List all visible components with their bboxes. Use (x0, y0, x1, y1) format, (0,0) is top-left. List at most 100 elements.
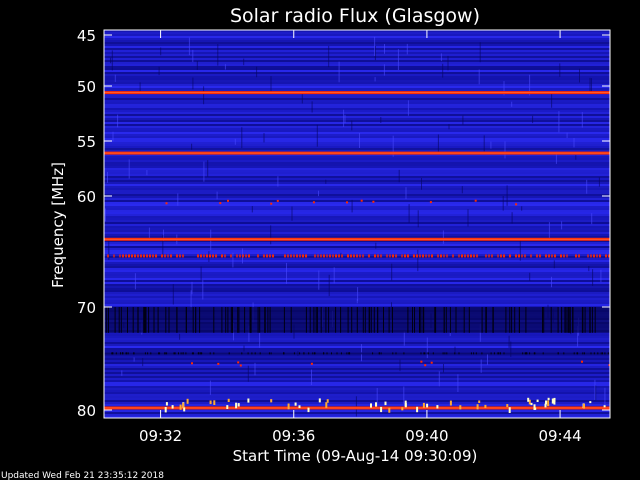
heatmap-streak (133, 357, 135, 362)
heatmap-dark-streak (168, 307, 170, 333)
heatmap-row (104, 172, 610, 174)
heatmap-burst (171, 405, 174, 409)
heatmap-burst (179, 404, 182, 410)
heatmap-row (104, 140, 610, 142)
heatmap-burst (183, 407, 186, 412)
heatmap-streak (357, 287, 359, 301)
heatmap-dark-streak (364, 307, 366, 333)
heatmap-speck (515, 203, 518, 206)
heatmap-streak (114, 74, 116, 82)
heatmap-row (104, 118, 610, 120)
heatmap-band-speck (317, 254, 319, 258)
heatmap-streak (406, 43, 408, 55)
heatmap-dark-streak (529, 352, 531, 355)
heatmap-row (104, 388, 610, 390)
heatmap-dark-streak (238, 307, 240, 333)
heatmap-streak (188, 37, 190, 56)
heatmap-burst (589, 401, 592, 404)
heatmap-dark-streak (227, 307, 229, 333)
heatmap-band-speck (521, 254, 523, 258)
heatmap-streak (277, 176, 279, 187)
heatmap-dark-streak (492, 307, 494, 333)
heatmap-dark-streak (573, 352, 575, 355)
y-tick-label: 70 (77, 299, 96, 317)
heatmap-band-speck (524, 254, 526, 258)
heatmap-band-speck (203, 254, 205, 258)
heatmap-dark-streak (583, 352, 585, 355)
heatmap-dark-streak (127, 307, 128, 333)
heatmap-row (104, 202, 610, 204)
heatmap-row (104, 128, 610, 130)
heatmap-streak (208, 251, 210, 262)
heatmap-dark-streak (107, 307, 109, 333)
heatmap-row (104, 156, 610, 158)
y-tick-label: 50 (77, 78, 96, 96)
heatmap-burst (226, 405, 229, 409)
heatmap-burst (478, 400, 481, 403)
heatmap-row (104, 264, 610, 266)
heatmap-dark-streak (522, 352, 524, 355)
heatmap-streak (202, 280, 204, 300)
heatmap-row (104, 354, 610, 356)
heatmap-dark-streak (165, 307, 167, 333)
heatmap-burst (551, 398, 554, 404)
heatmap-streak (555, 151, 557, 164)
heatmap-row (104, 402, 610, 404)
heatmap-row (104, 400, 610, 402)
heatmap-row (104, 180, 610, 182)
heatmap-burst (270, 399, 273, 403)
heatmap-dark-streak (420, 352, 422, 355)
heatmap-dark-streak (454, 352, 456, 355)
heatmap-row (104, 80, 610, 82)
heatmap-row (104, 132, 610, 134)
heatmap-band-speck (320, 254, 322, 258)
heatmap-streak (457, 374, 459, 392)
heatmap-row (104, 370, 610, 372)
heatmap-row (104, 240, 610, 242)
y-tick-label: 80 (77, 402, 96, 420)
heatmap-row (104, 344, 610, 346)
heatmap-speck (191, 362, 193, 365)
heatmap-row (104, 210, 610, 212)
heatmap-dark-streak (197, 352, 199, 355)
heatmap-band-speck (134, 254, 136, 258)
heatmap-band-core (104, 238, 610, 240)
heatmap-speck (165, 202, 168, 205)
heatmap-band-speck (464, 254, 466, 258)
heatmap-dark-streak (118, 307, 120, 333)
heatmap-row (104, 286, 610, 288)
heatmap-burst (298, 405, 301, 409)
heatmap-dark-streak (362, 307, 364, 333)
heatmap-row (104, 274, 610, 276)
heatmap-streak (589, 77, 591, 94)
heatmap-dark-streak (230, 307, 232, 333)
heatmap-dark-streak (490, 352, 492, 355)
heatmap-row (104, 216, 610, 218)
heatmap-streak (480, 359, 482, 373)
heatmap-streak (105, 208, 106, 222)
heatmap-dark-streak (455, 307, 457, 333)
heatmap-band-speck (590, 254, 592, 258)
heatmap-band-speck (176, 254, 178, 258)
heatmap-dark-streak (420, 307, 422, 333)
heatmap-dark-streak (153, 307, 155, 333)
heatmap-streak (443, 364, 444, 373)
heatmap-dark-streak (192, 352, 194, 355)
plot-frame (103, 29, 611, 419)
heatmap-band-speck (143, 254, 145, 258)
heatmap-dark-streak (157, 307, 159, 333)
heatmap-streak (340, 252, 342, 258)
heatmap-row (104, 30, 610, 32)
heatmap-row (104, 100, 610, 102)
heatmap-row (104, 114, 610, 116)
heatmap-streak (462, 115, 464, 125)
heatmap-dark-streak (201, 352, 203, 355)
y-tick-label: 60 (77, 188, 96, 206)
heatmap-row (104, 272, 610, 274)
heatmap-row (104, 136, 610, 138)
heatmap-band-speck (149, 254, 151, 258)
heatmap-band-speck (470, 254, 472, 258)
heatmap-row (104, 378, 610, 380)
heatmap-streak (270, 225, 272, 245)
heatmap-burst (247, 398, 250, 403)
